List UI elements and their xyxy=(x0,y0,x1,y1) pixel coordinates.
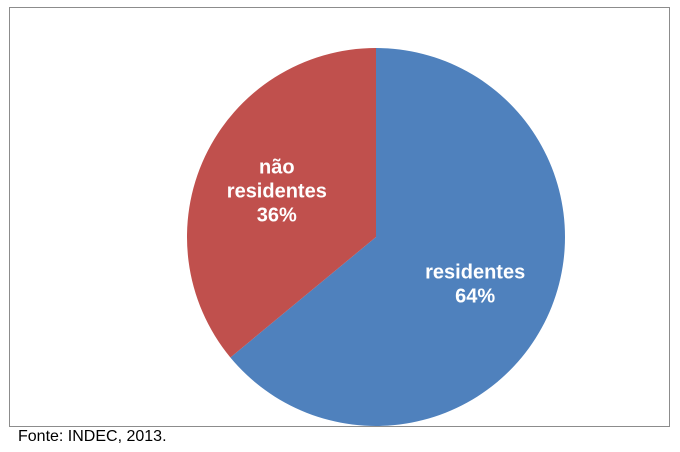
slice-category-label: residentes xyxy=(425,262,525,284)
pie-slice-0 xyxy=(230,48,565,427)
slice-label-1: não residentes 36% xyxy=(227,156,327,226)
slice-category-label: residentes xyxy=(227,180,327,202)
source-note: Fonte: INDEC, 2013. xyxy=(18,428,167,445)
chart-frame xyxy=(9,7,670,427)
slice-percent-label: 64% xyxy=(455,286,495,308)
slice-percent-label: 36% xyxy=(257,204,297,226)
slice-label-0: residentes 64% xyxy=(425,262,525,308)
slice-category-label: não xyxy=(259,156,295,178)
pie-slice-1 xyxy=(186,48,376,358)
